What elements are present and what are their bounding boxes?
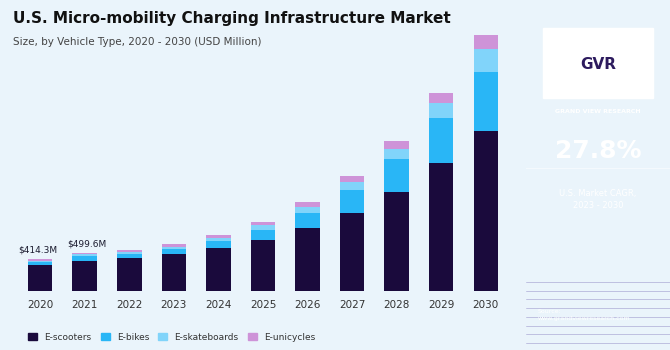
Bar xyxy=(72,260,97,290)
Bar xyxy=(295,228,320,290)
Text: $499.6M: $499.6M xyxy=(67,239,107,248)
Bar xyxy=(28,260,52,262)
Text: Source:
www.grandviewresearch.com: Source: www.grandviewresearch.com xyxy=(537,309,630,321)
Bar xyxy=(385,192,409,290)
Bar xyxy=(28,265,52,290)
Bar xyxy=(72,256,97,260)
Bar xyxy=(161,254,186,290)
Bar xyxy=(474,131,498,290)
Bar xyxy=(117,252,141,254)
Bar xyxy=(117,250,141,252)
Bar xyxy=(474,72,498,131)
Bar xyxy=(251,230,275,240)
Bar xyxy=(117,258,141,290)
Bar xyxy=(340,190,364,213)
Bar xyxy=(474,35,498,49)
Bar xyxy=(72,254,97,256)
Bar xyxy=(340,176,364,182)
Legend: E-scooters, E-bikes, E-skateboards, E-unicycles: E-scooters, E-bikes, E-skateboards, E-un… xyxy=(25,329,319,345)
Bar xyxy=(251,240,275,290)
Bar xyxy=(385,159,409,192)
Bar xyxy=(429,103,454,118)
Bar xyxy=(429,118,454,163)
Bar xyxy=(161,249,186,254)
Bar xyxy=(295,207,320,213)
Text: 27.8%: 27.8% xyxy=(555,139,641,162)
Bar xyxy=(161,246,186,249)
Bar xyxy=(206,238,230,241)
Text: GRAND VIEW RESEARCH: GRAND VIEW RESEARCH xyxy=(555,110,641,114)
Bar xyxy=(206,241,230,248)
FancyBboxPatch shape xyxy=(543,28,653,98)
Text: U.S. Micro-mobility Charging Infrastructure Market: U.S. Micro-mobility Charging Infrastruct… xyxy=(13,10,451,26)
Bar xyxy=(474,49,498,72)
Text: GVR: GVR xyxy=(580,57,616,72)
Bar xyxy=(429,92,454,103)
Bar xyxy=(385,141,409,149)
Bar xyxy=(295,202,320,207)
Text: Size, by Vehicle Type, 2020 - 2030 (USD Million): Size, by Vehicle Type, 2020 - 2030 (USD … xyxy=(13,37,262,47)
Bar xyxy=(206,235,230,238)
Bar xyxy=(385,149,409,159)
Bar xyxy=(340,182,364,190)
Bar xyxy=(161,244,186,246)
Text: U.S. Market CAGR,
2023 - 2030: U.S. Market CAGR, 2023 - 2030 xyxy=(559,189,636,210)
Bar xyxy=(117,254,141,258)
Bar xyxy=(340,213,364,290)
Bar xyxy=(251,225,275,230)
Bar xyxy=(72,253,97,254)
Bar xyxy=(251,222,275,225)
Bar xyxy=(206,248,230,290)
Bar xyxy=(28,259,52,260)
Bar xyxy=(295,213,320,228)
Bar xyxy=(28,262,52,265)
Text: $414.3M: $414.3M xyxy=(18,246,58,255)
Bar xyxy=(429,163,454,290)
